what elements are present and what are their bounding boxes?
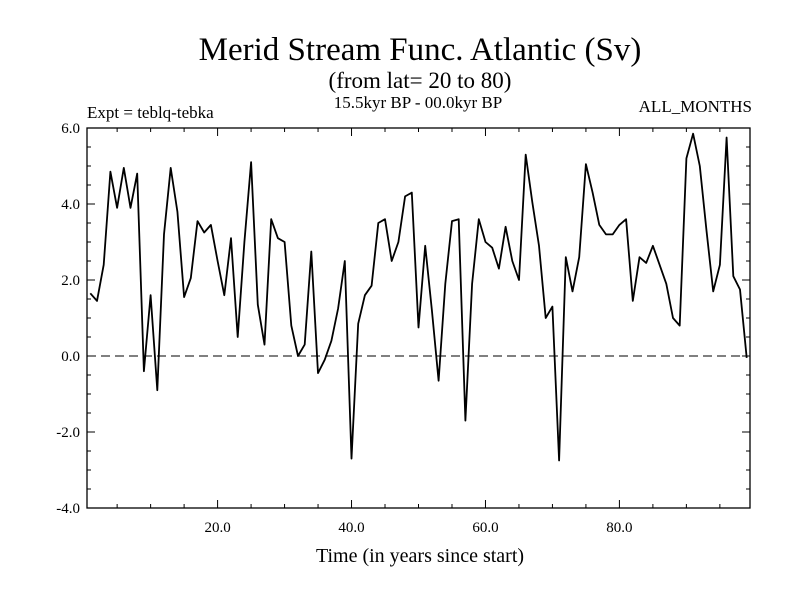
x-tick-label: 20.0 [204,520,230,536]
series-line [89,132,748,462]
y-tick-label: 4.0 [61,197,80,213]
y-tick-label: -2.0 [56,425,80,441]
experiment-label: Expt = teblq-tebka [87,103,214,122]
months-label: ALL_MONTHS [639,97,752,116]
plot-area: -4.0 -2.0 0.0 2.0 4.0 6.0 20.0 40.0 60.0 80.0 [56,121,751,536]
y-tick-label: -4.0 [56,501,80,517]
chart-title: Merid Stream Func. Atlantic (Sv) [199,32,642,68]
x-tick-label: 80.0 [606,520,632,536]
x-axis-label: Time (in years since start) [316,545,524,567]
period-label: 15.5kyr BP - 00.0kyr BP [334,93,502,112]
x-tick-label: 40.0 [338,520,364,536]
y-tick-label: 0.0 [61,349,80,365]
chart-subtitle: (from lat= 20 to 80) [329,68,512,93]
y-tick-label: 2.0 [61,273,80,289]
y-tick-label: 6.0 [61,121,80,137]
x-tick-label: 60.0 [472,520,498,536]
